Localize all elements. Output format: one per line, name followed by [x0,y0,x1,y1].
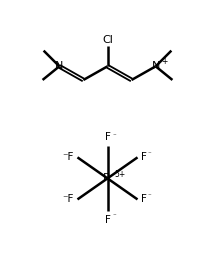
Text: P: P [103,173,110,183]
Text: N: N [55,61,63,71]
Text: F: F [141,194,147,204]
Text: F: F [141,152,147,162]
Text: ⁻F: ⁻F [62,194,74,204]
Text: ⁻: ⁻ [112,134,116,140]
Text: ⁻: ⁻ [112,213,116,219]
Text: F: F [104,215,111,225]
Text: Cl: Cl [102,35,113,45]
Text: ⁻F: ⁻F [62,152,74,162]
Text: N: N [152,61,160,71]
Text: +: + [161,57,168,66]
Text: F: F [104,132,111,142]
Text: ⁻: ⁻ [147,151,151,157]
Text: 5+: 5+ [114,170,125,179]
Text: ⁻: ⁻ [147,193,151,199]
